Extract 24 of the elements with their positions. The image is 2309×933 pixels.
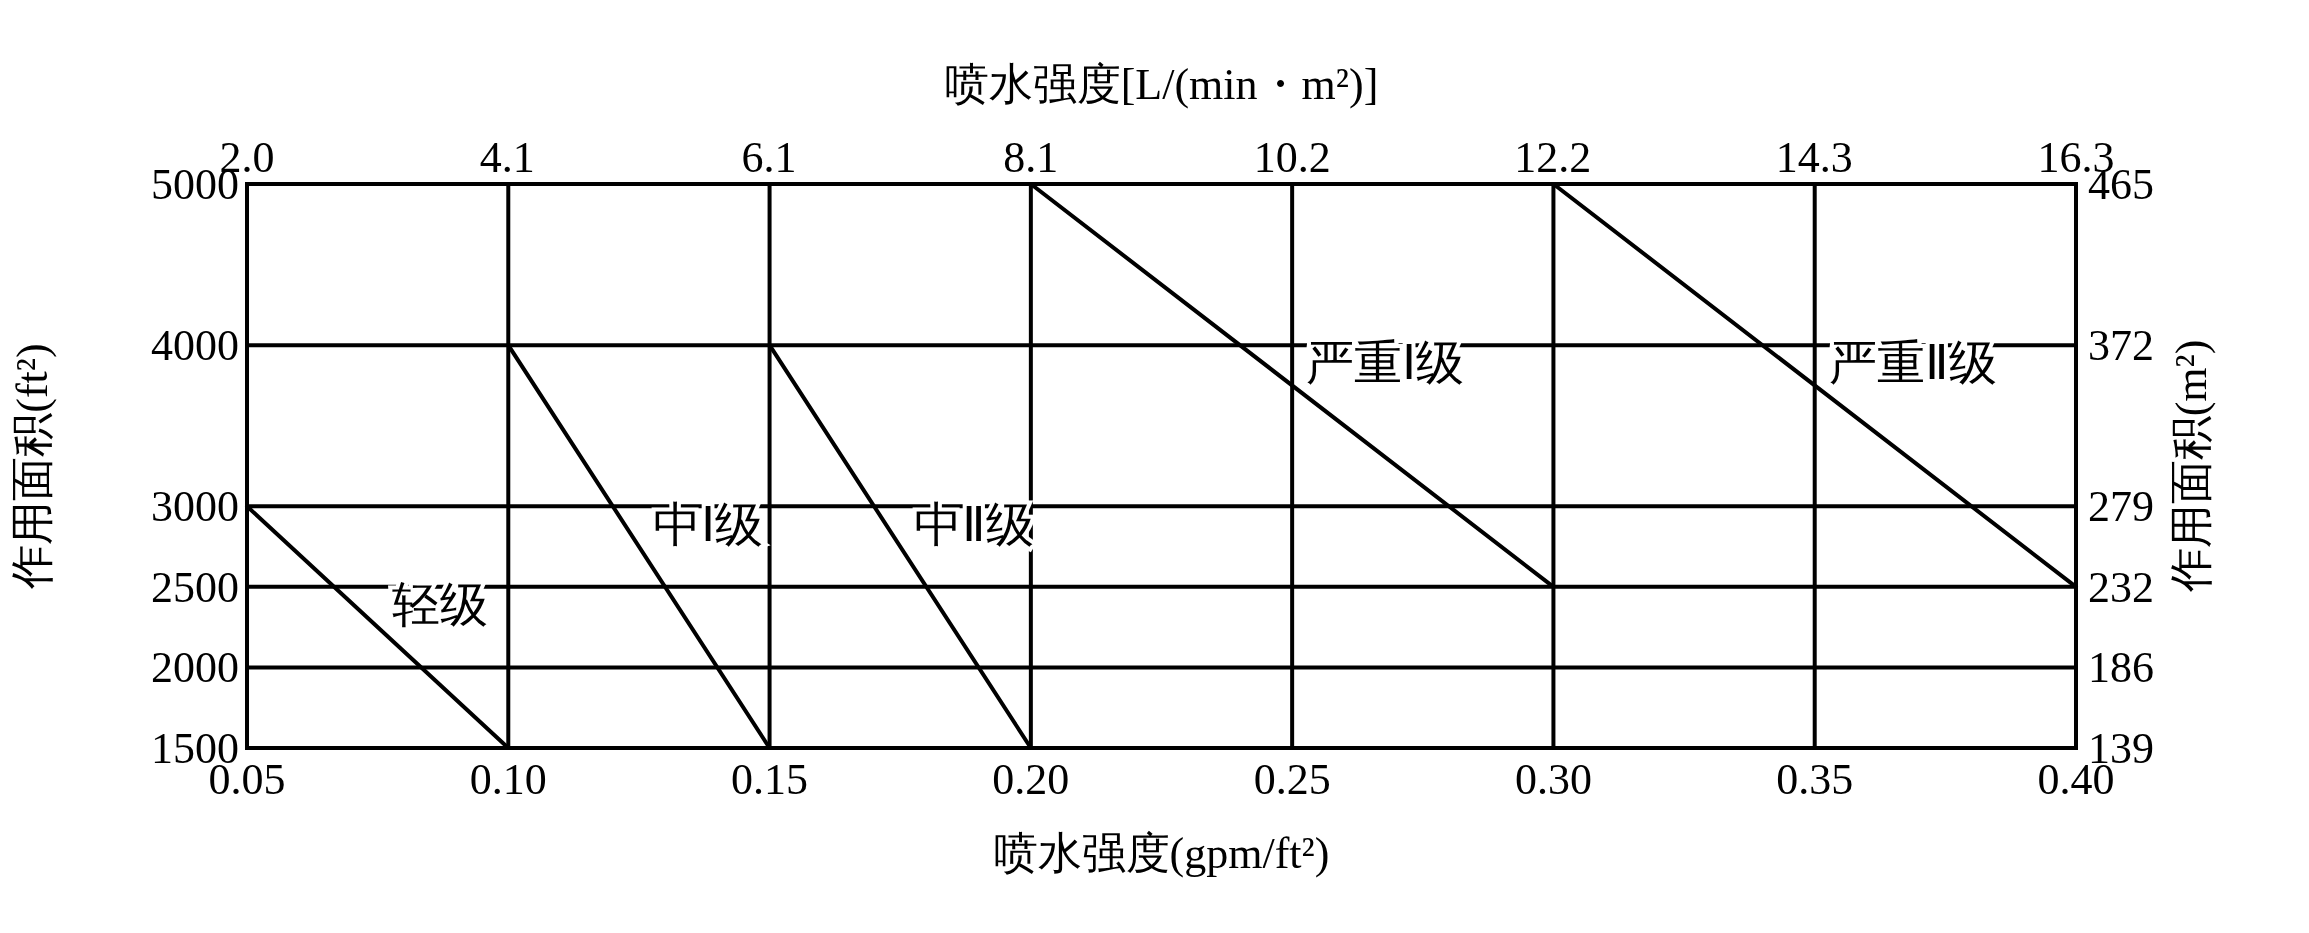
y-tick-label: 2500 [151,562,239,612]
y-tick-label: 2000 [151,643,239,693]
x-tick-label: 0.35 [1776,755,1854,804]
x-axis-title: 喷水强度(gpm/ft²) [993,829,1330,878]
x2-axis-title: 喷水强度[L/(min・m²)] [944,60,1379,109]
x2-tick-label: 10.2 [1253,133,1331,182]
x-tick-label: 0.30 [1514,755,1592,804]
x-tick-label: 0.10 [469,755,547,804]
x2-tick-label: 14.3 [1775,133,1853,182]
x-tick-label: 0.25 [1253,755,1331,804]
y2-tick-label: 232 [2088,563,2154,613]
x-tick-label: 0.15 [731,755,809,804]
y2-tick-label: 279 [2088,481,2154,531]
y2-axis-title: 作用面积(m²) [2167,339,2216,594]
x2-tick-label: 4.1 [479,133,535,182]
y2-tick-label: 186 [2088,642,2154,692]
y-tick-label: 3000 [151,482,239,532]
x-tick-label: 0.20 [992,755,1070,804]
x2-tick-label: 12.2 [1514,133,1592,182]
y2-tick-label: 372 [2088,320,2154,370]
y-tick-label: 4000 [151,321,239,371]
y-axis-title: 作用面积(ft²) [8,343,57,590]
x2-tick-label: 8.1 [1003,133,1059,182]
x2-tick-label: 6.1 [741,133,797,182]
